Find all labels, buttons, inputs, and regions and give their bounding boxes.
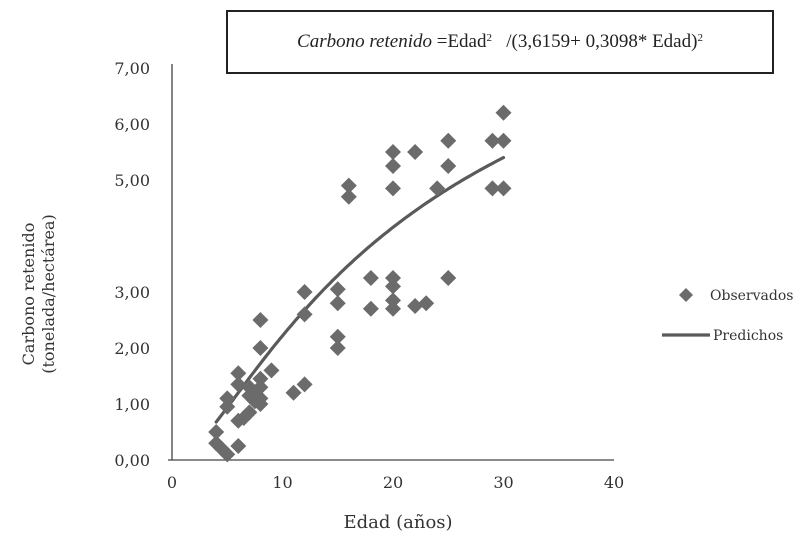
- observed-point: [385, 144, 401, 160]
- legend-label-observados: Observados: [710, 288, 793, 304]
- observed-point: [230, 438, 247, 454]
- y-axis-title-line: Carbono retenido: [19, 223, 38, 366]
- observed-point: [484, 132, 501, 149]
- observed-point: [219, 398, 236, 415]
- observed-point: [252, 370, 269, 387]
- observed-point: [340, 177, 357, 194]
- equation-exp1: 2: [486, 32, 493, 44]
- equation-exp2: 2: [697, 32, 703, 44]
- observed-point: [440, 270, 457, 286]
- observed-point: [495, 104, 512, 121]
- y-tick-label: 1,00: [114, 395, 150, 414]
- observed-point: [484, 180, 501, 197]
- observed-points: [208, 104, 512, 463]
- observed-point: [296, 306, 313, 323]
- equation-divisor: /(3,6159+ 0,3098* Edad): [506, 31, 698, 52]
- y-axis-title: Carbono retenido (tonelada/hectárea): [19, 214, 58, 374]
- observed-point: [252, 340, 269, 356]
- legend: Observados Predichos: [662, 288, 793, 344]
- x-tick-label: 10: [272, 473, 292, 492]
- observed-point: [418, 295, 435, 312]
- observed-point: [407, 144, 424, 160]
- x-tick-label: 40: [604, 473, 624, 492]
- equation-lhs: Carbono retenido: [297, 31, 432, 52]
- equation-box: Carbono retenido = Edad 2 /(3,6159+ 0,309…: [226, 10, 774, 74]
- observed-point: [230, 365, 247, 382]
- observed-point: [219, 390, 236, 407]
- x-tick-label: 30: [493, 473, 513, 492]
- equation-equals: =: [432, 31, 448, 53]
- observed-point: [252, 312, 269, 328]
- observed-point: [241, 404, 258, 421]
- y-tick-label: 3,00: [114, 283, 150, 302]
- observed-point: [329, 295, 346, 312]
- legend-marker-observados: [679, 288, 693, 302]
- observed-point: [495, 180, 512, 197]
- observed-point: [296, 376, 313, 393]
- observed-point: [385, 300, 401, 317]
- legend-label-predichos: Predichos: [713, 328, 783, 344]
- y-axis-title-line: (tonelada/hectárea): [39, 214, 58, 374]
- y-tick-label: 0,00: [114, 451, 150, 470]
- observed-point: [429, 180, 446, 197]
- y-tick-label: 6,00: [114, 115, 150, 134]
- observed-point: [362, 270, 379, 286]
- axes: [168, 64, 614, 461]
- x-axis-title: Edad (años): [343, 512, 452, 533]
- y-tick-label: 7,00: [114, 59, 150, 78]
- observed-point: [230, 376, 247, 393]
- equation-eq-sign: =: [436, 31, 448, 52]
- observed-point: [385, 158, 401, 174]
- observed-point: [362, 300, 379, 317]
- observed-point: [329, 340, 346, 356]
- tick-labels: 0 10 20 30 40 0,00 1,00 2,00 3,00 5,00 6,00 7,00: [114, 59, 624, 492]
- observed-point: [440, 158, 457, 174]
- y-tick-label: 5,00: [114, 171, 150, 190]
- observed-point: [285, 384, 302, 401]
- observed-point: [263, 362, 280, 379]
- x-tick-label: 20: [383, 473, 403, 492]
- observed-point: [340, 188, 357, 205]
- y-tick-label: 2,00: [114, 339, 150, 358]
- observed-point: [385, 270, 401, 286]
- equation-term1: Edad: [447, 31, 487, 52]
- observed-point: [219, 446, 236, 463]
- observed-point: [329, 281, 346, 298]
- observed-point: [440, 132, 457, 149]
- observed-point: [385, 278, 401, 295]
- predicted-curve: [214, 156, 506, 424]
- observed-point: [208, 424, 225, 440]
- observed-point: [495, 132, 512, 149]
- observed-point: [385, 292, 401, 309]
- observed-point: [329, 328, 346, 345]
- observed-point: [407, 298, 424, 314]
- observed-point: [385, 180, 401, 197]
- x-tick-label: 0: [167, 473, 177, 492]
- observed-point: [252, 390, 269, 407]
- observed-point: [296, 284, 313, 300]
- equation-spacer: [492, 31, 506, 53]
- observed-point: [252, 379, 269, 396]
